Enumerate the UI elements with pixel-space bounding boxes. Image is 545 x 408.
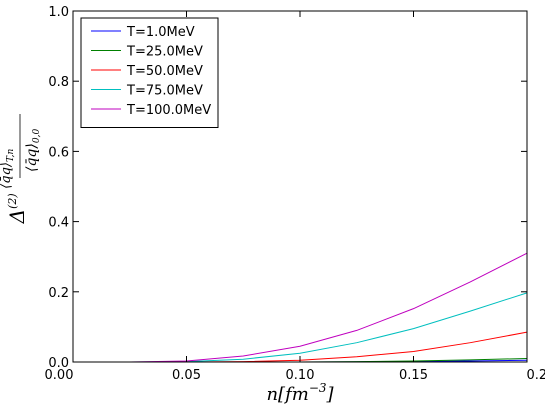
x-tick-label: 0.05 <box>172 368 201 383</box>
x-tick-label: 0.00 <box>45 368 74 383</box>
legend-label: T=75.0MeV <box>126 84 203 99</box>
svg-text:Δ(2) ⟨q̄q⟩T,n: Δ(2) ⟨q̄q⟩T,n <box>0 148 29 224</box>
ticks-layer: 0.00 0.05 0.10 0.15 0.20 0.0 0.2 0.4 0.6 0.8 1.0 <box>45 5 545 383</box>
x-tick-label: 0.15 <box>399 368 428 383</box>
y-tick-label: 0.2 <box>48 286 69 301</box>
legend-label: T=1.0MeV <box>126 25 195 40</box>
svg-text:⟨q̄q⟩0,0: ⟨q̄q⟩0,0 <box>24 129 42 172</box>
y-tick-label: 0.0 <box>48 356 69 371</box>
x-axis-label: n[fm−3] <box>266 381 334 405</box>
svg-text:n[fm−3]: n[fm−3] <box>266 381 334 405</box>
x-tick-label: 0.20 <box>527 368 545 383</box>
legend: T=1.0MeV T=25.0MeV T=50.0MeV T=75.0MeV T=100… <box>80 17 219 128</box>
x-tick-label: 0.10 <box>286 368 315 383</box>
y-tick-label: 0.4 <box>48 216 69 231</box>
y-axis-label: Δ(2) ⟨q̄q⟩T,n ⟨q̄q⟩0,0 <box>0 114 42 224</box>
legend-label: T=25.0MeV <box>126 45 203 60</box>
y-tick-label: 1.0 <box>48 5 69 20</box>
legend-label: T=50.0MeV <box>126 64 203 79</box>
legend-label: T=100.0MeV <box>126 103 211 118</box>
y-tick-label: 0.8 <box>48 75 69 90</box>
y-tick-label: 0.6 <box>48 145 69 160</box>
